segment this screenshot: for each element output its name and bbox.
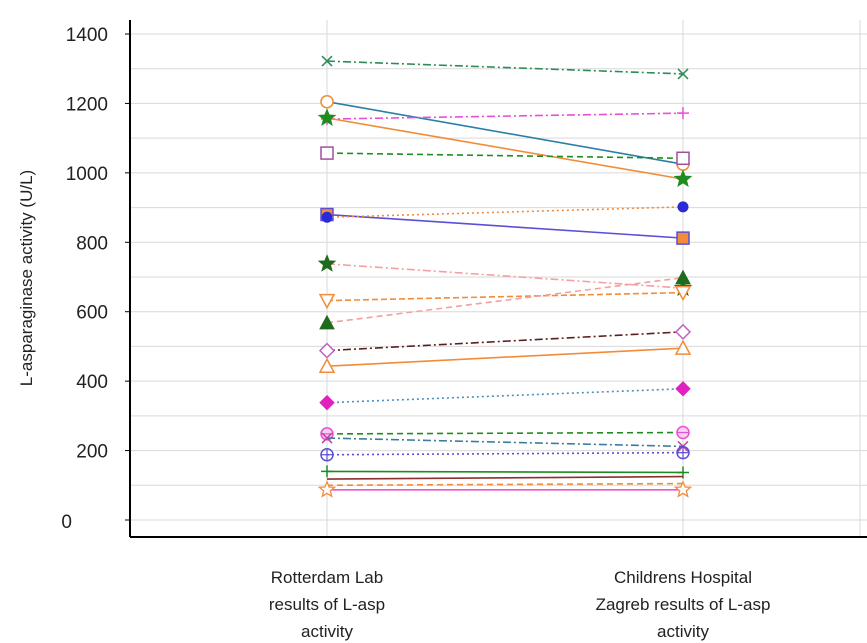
y-tick-label: 600 (76, 303, 108, 324)
series-line (326, 276, 684, 324)
series-line (326, 60, 684, 75)
x-category-label: Childrens Hospital Zagreb results of L-as… (596, 568, 771, 641)
series-9 (318, 285, 692, 310)
data-point-marker (675, 381, 691, 397)
data-point-marker (674, 339, 692, 355)
axis-layer (129, 20, 867, 538)
data-point-marker (677, 201, 689, 213)
series-2 (320, 94, 690, 171)
data-point-marker (677, 466, 689, 479)
category-labels: Rotterdam Lab results of L-asp activity Chi… (269, 568, 771, 641)
y-tick-label: 0 (61, 512, 72, 533)
series-line (326, 347, 684, 368)
data-point-marker (318, 357, 336, 373)
series-line (326, 470, 684, 474)
series-line (326, 475, 684, 480)
series-1 (321, 55, 689, 80)
y-tick-label: 1200 (66, 94, 108, 115)
data-point-marker (321, 432, 333, 444)
series-5 (320, 146, 690, 166)
series-layer (317, 55, 693, 498)
data-point-marker (677, 68, 689, 80)
series-line (326, 451, 684, 456)
series-15 (321, 432, 689, 452)
y-tick-label: 1400 (66, 25, 108, 46)
series-6 (320, 207, 690, 245)
data-point-marker (317, 480, 337, 498)
series-line (326, 387, 684, 404)
data-point-marker (673, 480, 693, 498)
data-point-marker (318, 293, 336, 310)
data-point-marker (320, 94, 334, 109)
series-line (326, 437, 684, 448)
series-line (326, 112, 684, 120)
series-16 (320, 445, 690, 462)
series-18 (326, 475, 684, 480)
series-8 (317, 254, 693, 297)
y-tick-label: 200 (76, 442, 108, 463)
series-13 (319, 381, 691, 411)
series-line (326, 263, 684, 289)
data-point-marker (321, 465, 333, 478)
data-point-marker (673, 169, 693, 188)
series-17 (321, 465, 689, 479)
data-point-marker (318, 342, 336, 359)
data-point-marker (319, 394, 335, 411)
x-category-label: Rotterdam Lab results of L-asp activity (269, 568, 385, 641)
series-line (326, 100, 684, 165)
series-20 (317, 480, 693, 498)
series-11 (318, 323, 692, 359)
series-4 (317, 108, 693, 188)
data-point-marker (320, 146, 334, 160)
data-point-marker (317, 254, 337, 272)
series-10 (319, 269, 691, 330)
series-line (326, 152, 684, 160)
series-line (326, 431, 684, 435)
y-tick-label: 400 (76, 372, 108, 393)
data-point-marker (675, 269, 691, 285)
series-line (326, 117, 684, 180)
series-12 (318, 339, 692, 373)
data-point-marker (676, 151, 690, 166)
data-point-marker (319, 314, 335, 330)
data-point-marker (321, 211, 333, 223)
data-point-marker (677, 107, 689, 120)
y-tick-label: 800 (76, 233, 108, 254)
data-point-marker (674, 285, 692, 302)
data-point-marker (317, 108, 337, 126)
series-line (326, 291, 684, 302)
data-point-marker (321, 55, 333, 67)
series-14 (320, 425, 690, 441)
series-line (326, 213, 684, 239)
y-axis-title: L-asparaginase activity (U/L) (17, 170, 36, 386)
data-point-marker (674, 323, 692, 340)
grid-layer (130, 20, 867, 537)
series-7 (321, 201, 689, 223)
tick-labels: 0 200 400 600 800 1000 1200 1400 (61, 25, 130, 533)
data-point-marker (676, 231, 690, 245)
y-tick-label: 1000 (66, 164, 108, 185)
series-line (326, 331, 684, 352)
series-line (326, 206, 684, 219)
